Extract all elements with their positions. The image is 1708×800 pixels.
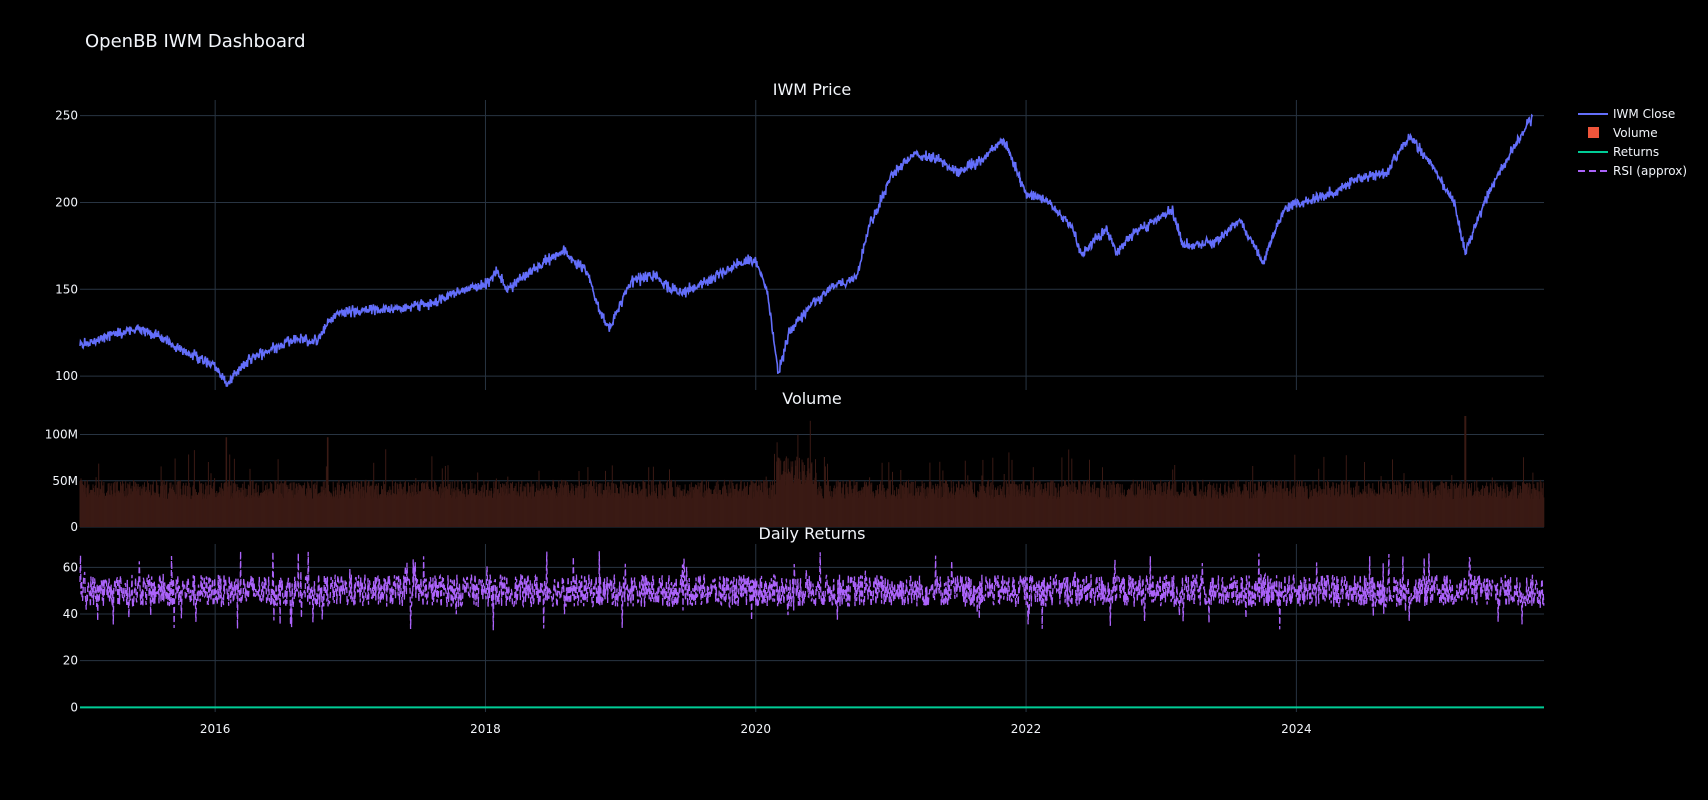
legend-label: RSI (approx) <box>1613 164 1687 178</box>
x-tick-label: 2022 <box>1011 722 1042 736</box>
legend-label: Volume <box>1613 126 1658 140</box>
series-iwm-close <box>79 113 1534 388</box>
y-tick-label: 50M <box>52 474 78 488</box>
subplot-title-3: Daily Returns <box>759 524 866 543</box>
subplot-title-1: IWM Price <box>773 80 851 99</box>
y-tick-label: 250 <box>55 109 78 123</box>
legend-label: IWM Close <box>1613 107 1675 121</box>
x-tick-label: 2018 <box>470 722 501 736</box>
dashboard-title: OpenBB IWM Dashboard <box>85 31 306 52</box>
y-tick-label: 150 <box>55 282 78 296</box>
y-tick-label: 0 <box>70 520 78 534</box>
x-tick-label: 2020 <box>740 722 771 736</box>
y-tick-label: 0 <box>70 700 78 714</box>
x-tick-label: 2016 <box>200 722 231 736</box>
subplot-title-2: Volume <box>782 389 842 408</box>
y-tick-label: 20 <box>63 654 78 668</box>
y-tick-label: 200 <box>55 195 78 209</box>
x-tick-label: 2024 <box>1281 722 1312 736</box>
y-tick-label: 100 <box>55 369 78 383</box>
legend-item-returns: Returns <box>1578 145 1659 159</box>
y-tick-label: 60 <box>63 560 78 574</box>
legend-symbol <box>1588 127 1599 138</box>
legend-label: Returns <box>1613 145 1659 159</box>
y-tick-label: 100M <box>45 428 78 442</box>
legend-item-iwm-close: IWM Close <box>1578 107 1675 121</box>
legend-item-rsi-approx: RSI (approx) <box>1578 164 1687 178</box>
legend-item-volume: Volume <box>1588 126 1658 140</box>
series-volume <box>79 416 1545 527</box>
series-rsi <box>79 551 1545 631</box>
y-tick-label: 40 <box>63 607 78 621</box>
